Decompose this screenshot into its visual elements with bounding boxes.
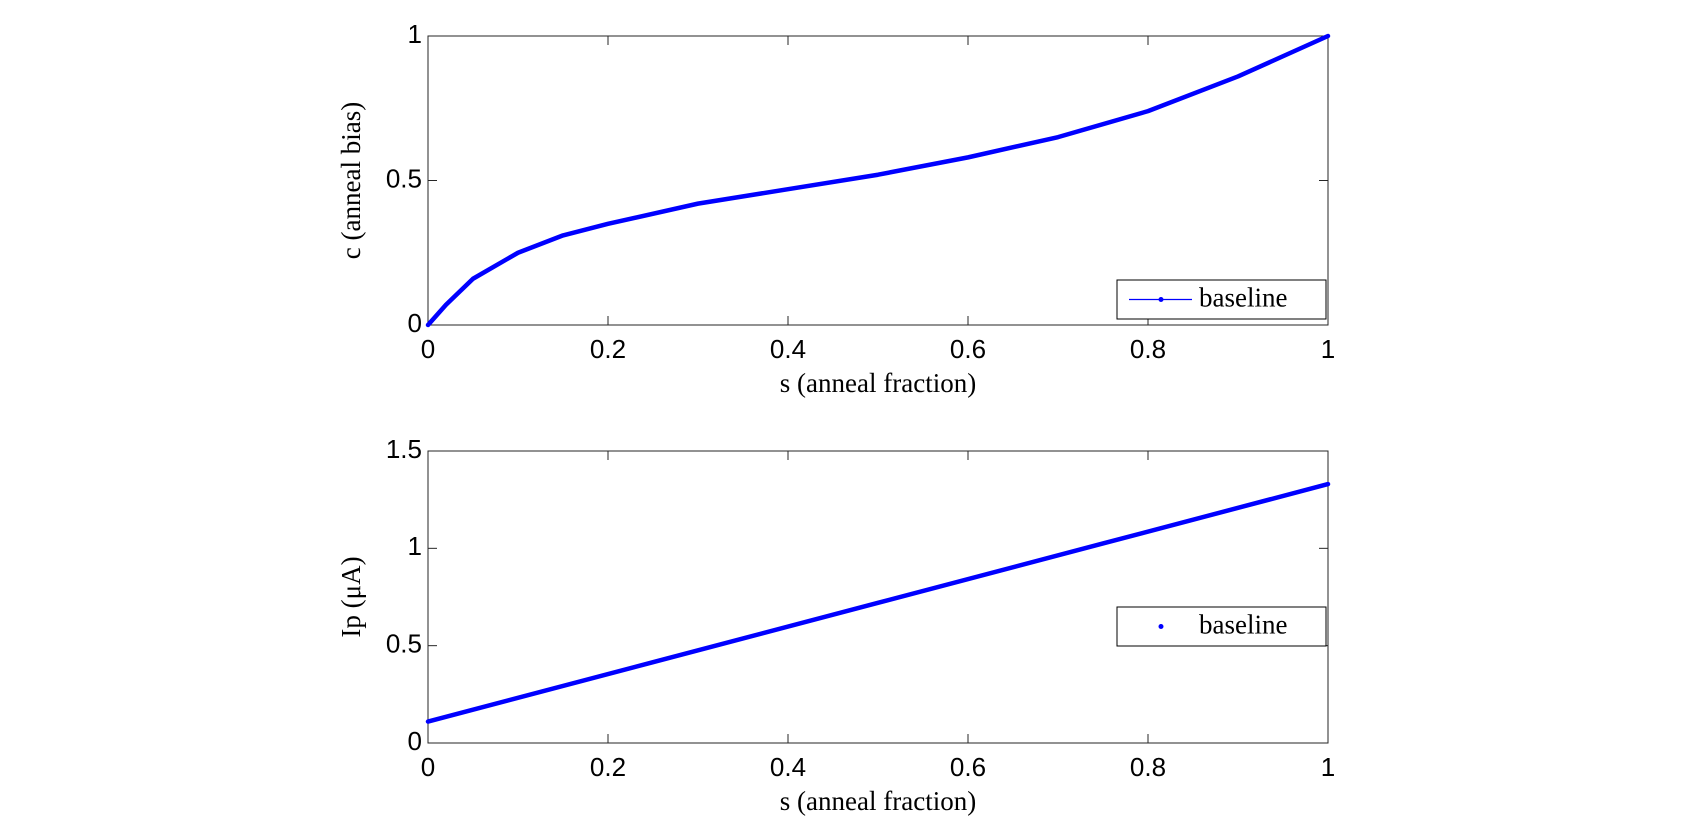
data-line [425, 33, 1331, 328]
legend-marker [1158, 297, 1164, 302]
x-tick-label: 1 [1321, 334, 1335, 364]
data-line [425, 481, 1331, 724]
y-tick-label: 0.5 [386, 163, 422, 193]
legend-label: baseline [1199, 610, 1287, 640]
x-axis-label: s (anneal fraction) [780, 786, 976, 816]
x-tick-label: 0.8 [1130, 334, 1166, 364]
y-axis-label: c (anneal bias) [336, 102, 366, 259]
y-tick-label: 1 [408, 19, 422, 49]
y-tick-label: 0.5 [386, 629, 422, 659]
legend-label: baseline [1199, 283, 1287, 313]
x-tick-label: 0.8 [1130, 752, 1166, 782]
x-tick-label: 0.4 [770, 334, 806, 364]
y-tick-label: 0 [408, 726, 422, 756]
x-tick-label: 0 [421, 334, 435, 364]
x-tick-label: 0.4 [770, 752, 806, 782]
y-tick-label: 0 [408, 308, 422, 338]
legend-marker [1158, 624, 1164, 629]
y-tick-label: 1 [408, 531, 422, 561]
legend-box [1116, 606, 1327, 647]
y-axis-label: Ip (μA) [336, 556, 366, 637]
axes-box [427, 450, 1329, 744]
x-tick-label: 1 [1321, 752, 1335, 782]
x-tick-label: 0.2 [590, 752, 626, 782]
x-tick-label: 0 [421, 752, 435, 782]
x-tick-label: 0.6 [950, 752, 986, 782]
x-axis-label: s (anneal fraction) [780, 368, 976, 398]
y-tick-label: 1.5 [386, 434, 422, 464]
x-tick-label: 0.6 [950, 334, 986, 364]
x-tick-label: 0.2 [590, 334, 626, 364]
